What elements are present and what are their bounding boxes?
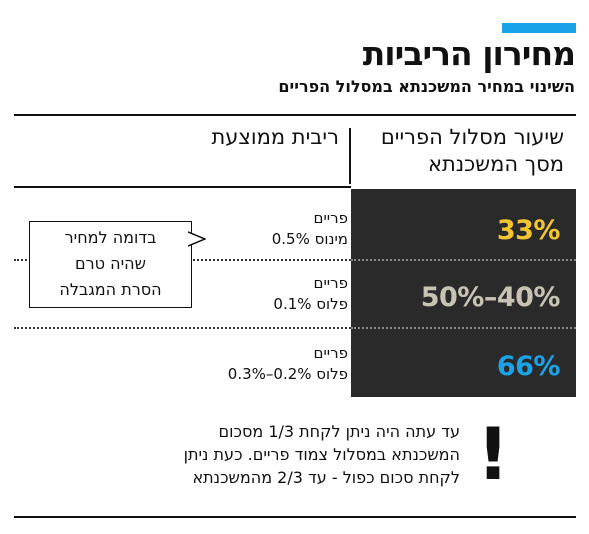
- bottom-divider: [14, 516, 576, 518]
- accent-bar: [502, 23, 576, 33]
- share-column-header: שיעור מסלול הפריים מסך המשכנתא: [351, 124, 576, 178]
- rate-line2: פלוס 0.2%–0.3%: [227, 365, 348, 383]
- footnote-line2: המשכנתא במסלול צמוד פריים. כעת ניתן: [183, 445, 460, 464]
- callout-line2: שהיה טרם: [75, 254, 146, 273]
- callout-line1: בדומה למחיר: [64, 228, 157, 247]
- footnote-line1: עד עתה היה ניתן לקחת 1/3 מסכום: [218, 422, 460, 441]
- callout-pointer-icon: [188, 231, 206, 247]
- header-separator: [349, 128, 351, 184]
- page-subtitle: השינוי במחיר המשכנתא במסלול הפריים: [278, 77, 575, 96]
- footnote-line3: לקחת סכום כפול - עד 2/3 מהמשכנתא: [192, 468, 460, 487]
- callout-line3: הסרת המגבלה: [59, 280, 162, 299]
- share-header-line1: שיעור מסלול הפריים: [380, 125, 564, 149]
- callout-box: בדומה למחיר שהיה טרם הסרת המגבלה: [29, 221, 192, 308]
- share-value-row2: 40%–50%: [420, 282, 561, 313]
- share-column-panel: [351, 189, 576, 397]
- exclamation-icon: !: [476, 412, 510, 496]
- rate-line1: פריים: [313, 209, 349, 227]
- rate-column-header: ריבית ממוצעת: [211, 125, 339, 149]
- page-title: מחירון הריביות: [362, 34, 576, 73]
- rate-cell-row1: פריים מינוס 0.5%: [148, 208, 348, 250]
- share-header-line2: מסך המשכנתא: [427, 152, 564, 176]
- rate-cell-row2: פריים פלוס 0.1%: [148, 273, 348, 315]
- row-divider-2-dark: [351, 327, 576, 329]
- rate-header-underline: [14, 186, 351, 188]
- top-divider: [14, 114, 576, 116]
- rate-line2: מינוס 0.5%: [271, 230, 348, 248]
- rate-cell-row3: פריים פלוס 0.2%–0.3%: [148, 343, 348, 385]
- share-value-row1: 33%: [496, 215, 561, 246]
- rate-line2: פלוס 0.1%: [273, 295, 348, 313]
- rate-line1: פריים: [313, 274, 349, 292]
- share-value-row3: 66%: [496, 351, 561, 382]
- row-divider-2: [14, 327, 351, 329]
- rate-line1: פריים: [313, 344, 349, 362]
- footnote: עד עתה היה ניתן לקחת 1/3 מסכום המשכנתא ב…: [60, 420, 460, 489]
- row-divider-1-dark: [351, 259, 576, 261]
